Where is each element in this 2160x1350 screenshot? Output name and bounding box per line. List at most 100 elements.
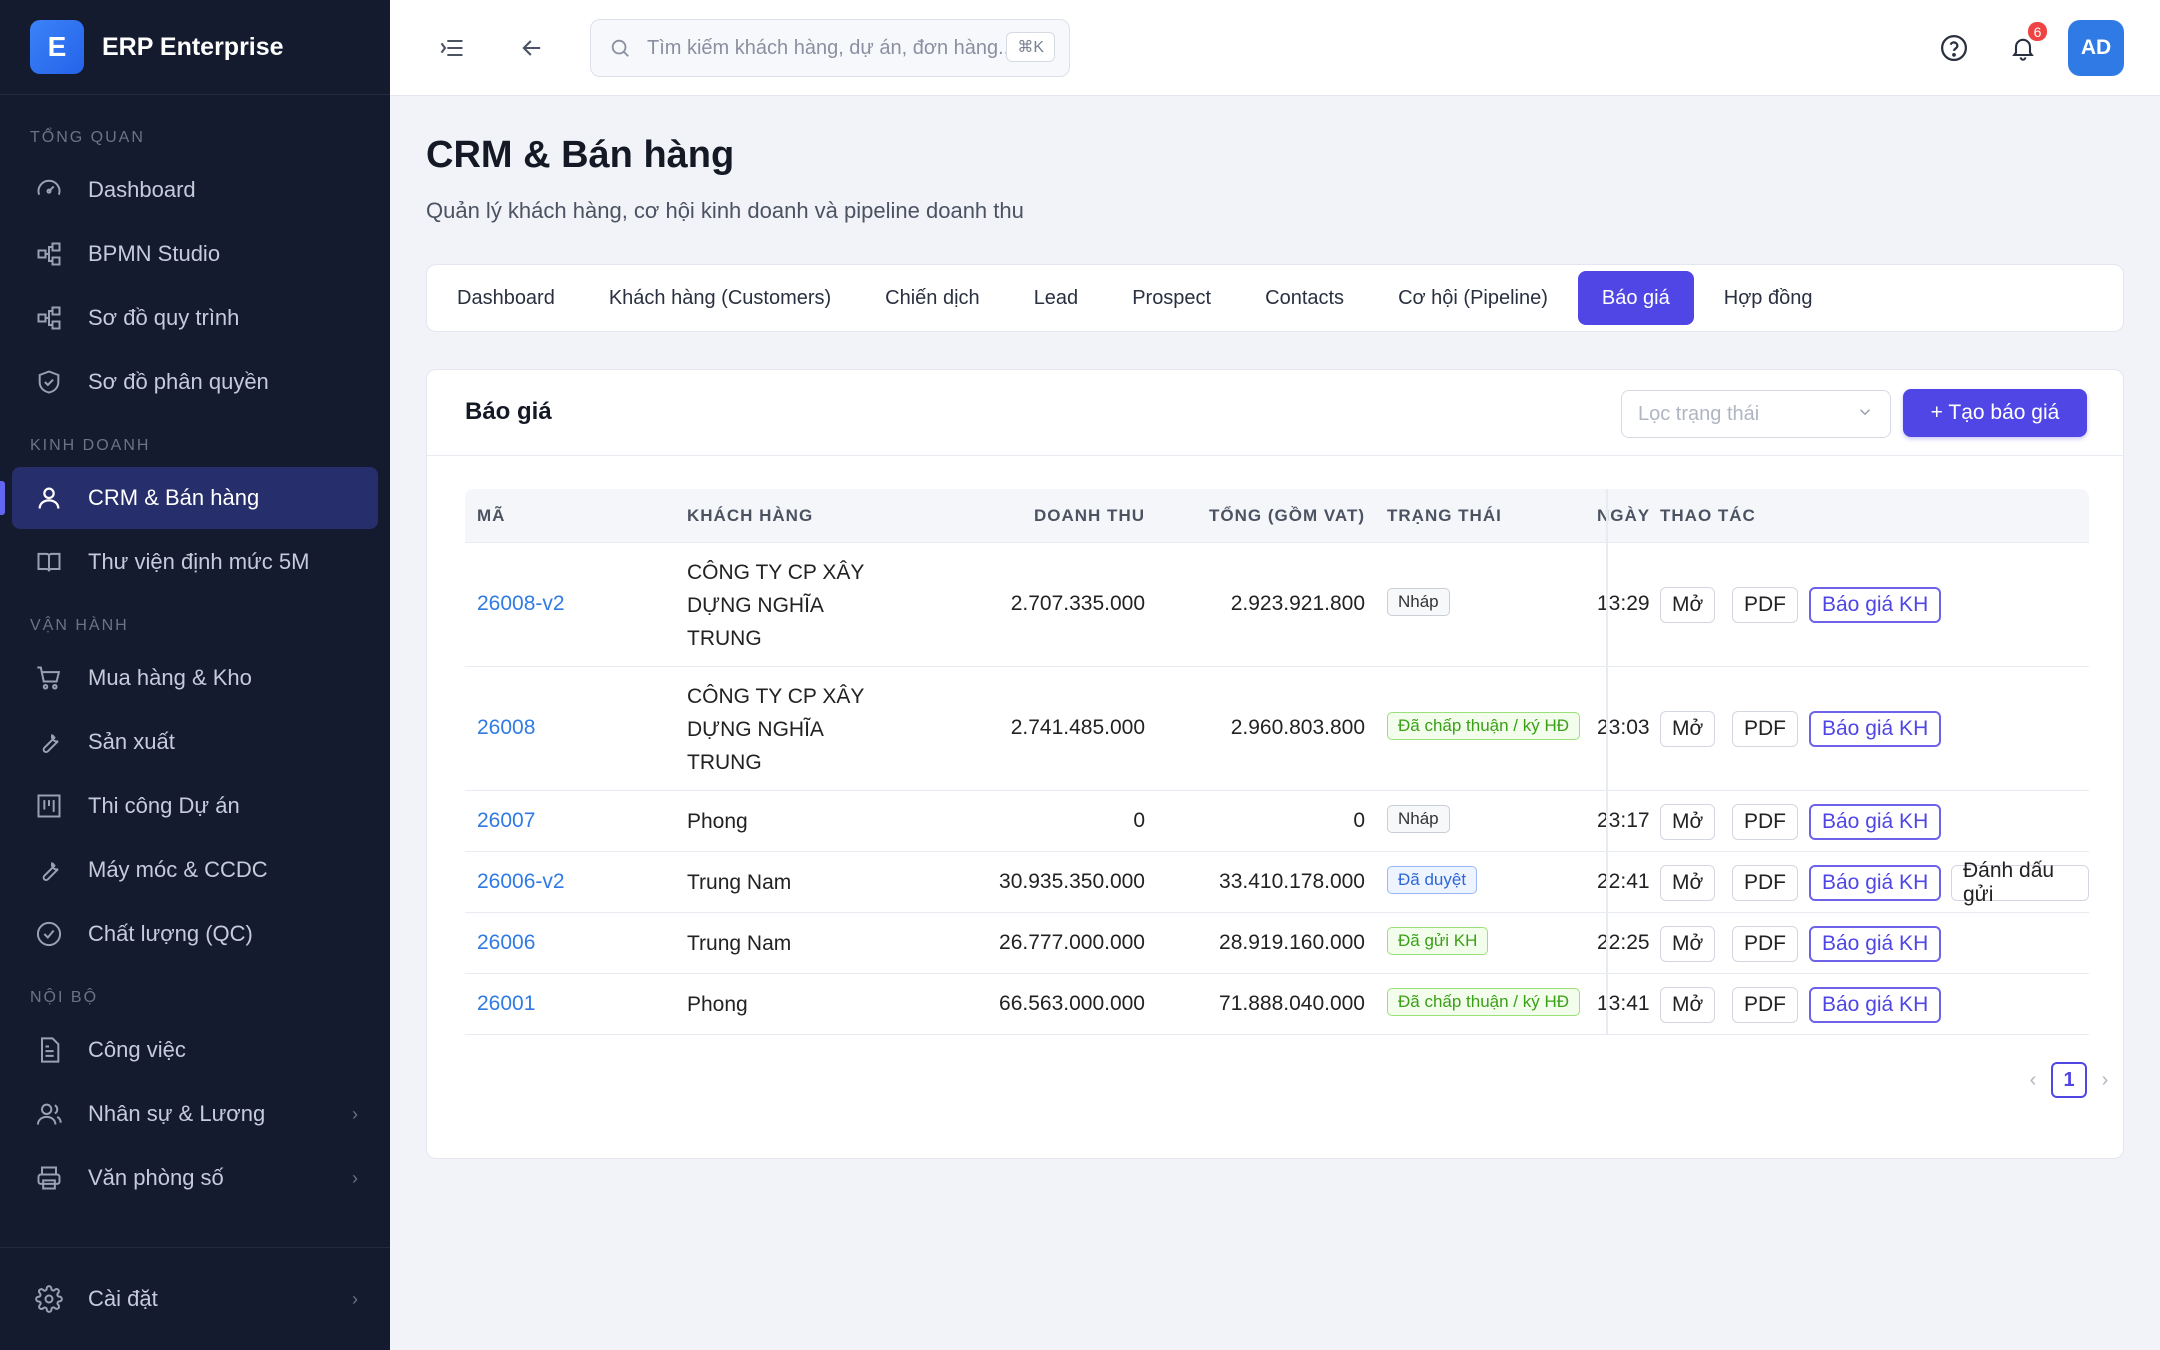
open-button[interactable]: Mở: [1660, 711, 1716, 747]
pdf-button[interactable]: PDF: [1732, 803, 1798, 840]
pdf-button[interactable]: PDF: [1732, 711, 1798, 747]
customer-quote-button[interactable]: Báo giá KH: [1809, 587, 1942, 623]
tab-5[interactable]: Contacts: [1265, 286, 1345, 309]
customer-name: Trung Nam: [687, 871, 792, 894]
page-title: CRM & Bán hàng: [426, 134, 735, 176]
mark-sent-button[interactable]: Đánh dấu gửi: [1951, 859, 2089, 906]
sidebar-item-c-ng-vi-c[interactable]: Công việc: [12, 1019, 378, 1081]
sidebar-item-bpmn-studio[interactable]: BPMN Studio: [12, 223, 378, 285]
shield-icon: [34, 367, 64, 397]
table-body: 26008-v2 CÔNG TY CP XÂY DỰNG NGHĨA TRUNG 2.7…: [465, 543, 2089, 1035]
sidebar-item-label: Máy móc & CCDC: [88, 857, 268, 882]
sidebar-item-s-ph-n-quy-n[interactable]: Sơ đồ phân quyền: [12, 351, 378, 413]
search-box[interactable]: ⌘K: [590, 19, 1070, 77]
table-header: MÃ KHÁCH HÀNG DOANH THU TỔNG (GỒM VAT) T…: [465, 489, 2089, 543]
sidebar-item-settings[interactable]: Cài đặt ›: [12, 1268, 378, 1330]
quote-code-link[interactable]: 26008-v2: [477, 592, 565, 615]
card-header: Báo giá Lọc trạng thái + Tạo báo giá: [427, 370, 2123, 456]
topbar: ⌘K 6 AD: [390, 0, 2160, 96]
sidebar-item-ch-t-l-ng-qc-[interactable]: Chất lượng (QC): [12, 903, 378, 965]
avatar[interactable]: AD: [2068, 20, 2124, 76]
sidebar-item-label: Nhân sự & Lương: [88, 1101, 266, 1126]
pdf-button[interactable]: PDF: [1732, 986, 1798, 1023]
tab-2[interactable]: Chiến dịch: [885, 286, 980, 309]
sidebar-item-s-quy-tr-nh[interactable]: Sơ đồ quy trình: [12, 287, 378, 349]
open-button[interactable]: Mở: [1660, 864, 1716, 901]
sidebar-item-crm-b-n-h-ng[interactable]: CRM & Bán hàng: [0, 467, 378, 529]
prev-page-button[interactable]: ‹: [2029, 1068, 2037, 1091]
sidebar-section-label: VẬN HÀNH: [30, 617, 129, 634]
tab-6[interactable]: Cơ hội (Pipeline): [1398, 286, 1548, 309]
tab-1[interactable]: Khách hàng (Customers): [608, 286, 832, 309]
chevron-down-icon: [1856, 403, 1874, 427]
sidebar-item-mua-h-ng-kho[interactable]: Mua hàng & Kho: [12, 647, 378, 709]
quote-code-link[interactable]: 26007: [477, 808, 536, 832]
sidebar-item-dashboard[interactable]: Dashboard: [12, 159, 378, 221]
back-button[interactable]: [512, 28, 552, 68]
next-page-button[interactable]: ›: [2101, 1068, 2109, 1091]
th-total[interactable]: TỔNG (GỒM VAT): [1209, 506, 1365, 525]
th-revenue[interactable]: DOANH THU: [1034, 506, 1145, 525]
quote-code-link[interactable]: 26006-v2: [477, 869, 565, 893]
customer-quote-button[interactable]: Báo giá KH: [1809, 864, 1942, 901]
th-code[interactable]: MÃ: [477, 506, 506, 525]
th-customer[interactable]: KHÁCH HÀNG: [687, 506, 814, 525]
table-row[interactable]: 26008-v2 CÔNG TY CP XÂY DỰNG NGHĨA TRUNG 2.7…: [465, 543, 2089, 667]
sidebar-item-s-n-xu-t[interactable]: Sản xuất: [12, 711, 378, 773]
pdf-button[interactable]: PDF: [1732, 925, 1798, 962]
open-button[interactable]: Mở: [1660, 803, 1716, 840]
customer-quote-button[interactable]: Báo giá KH: [1809, 986, 1942, 1023]
open-button[interactable]: Mở: [1660, 587, 1716, 623]
sidebar: E ERP Enterprise TỔNG QUAN Dashboard BPMN …: [0, 0, 390, 1350]
customer-quote-button[interactable]: Báo giá KH: [1809, 803, 1942, 840]
tab-7[interactable]: Báo giá: [1577, 271, 1694, 325]
notifications-button[interactable]: 6: [2003, 22, 2047, 68]
search-input[interactable]: [647, 36, 1007, 60]
printer-icon: [34, 1163, 64, 1193]
customer-quote-button[interactable]: Báo giá KH: [1809, 925, 1942, 962]
status-filter-select[interactable]: Lọc trạng thái: [1621, 390, 1891, 438]
menu-toggle-button[interactable]: [432, 28, 472, 68]
quote-code-link[interactable]: 26001: [477, 991, 536, 1015]
sidebar-item-nh-n-s-l-ng[interactable]: Nhân sự & Lương ›: [12, 1083, 378, 1145]
status-badge: Đã duyệt: [1387, 865, 1478, 894]
table-row[interactable]: 26008 CÔNG TY CP XÂY DỰNG NGHĨA TRUNG 2.741.…: [465, 667, 2089, 791]
tab-3[interactable]: Lead: [1033, 286, 1079, 309]
quote-code-link[interactable]: 26006: [477, 930, 536, 954]
open-button[interactable]: Mở: [1660, 925, 1716, 962]
sidebar-item-v-n-ph-ng-s-[interactable]: Văn phòng số ›: [12, 1147, 378, 1209]
page-1-button[interactable]: 1: [2051, 1062, 2087, 1098]
total-value: 71.888.040.000: [1219, 991, 1365, 1015]
date-value: 22:41: [1597, 869, 1649, 893]
customer-name: Trung Nam: [687, 932, 792, 955]
tool-icon: [34, 855, 64, 885]
customer-quote-button[interactable]: Báo giá KH: [1809, 711, 1942, 747]
tab-4[interactable]: Prospect: [1132, 286, 1212, 309]
create-quote-button[interactable]: + Tạo báo giá: [1903, 389, 2087, 437]
quote-code-link[interactable]: 26008: [477, 716, 536, 739]
pdf-button[interactable]: PDF: [1732, 587, 1798, 623]
sidebar-bottom: Cài đặt ›: [0, 1247, 390, 1350]
table-row[interactable]: 26007 Phong 0 0 Nháp 23:17 Mở PDF Báo giá KH: [465, 791, 2089, 852]
table-row[interactable]: 26006 Trung Nam 26.777.000.000 28.919.160.0…: [465, 913, 2089, 974]
help-button[interactable]: [1934, 28, 1974, 68]
module-tabs: Dashboard Khách hàng (Customers) Chiến dịc…: [426, 264, 2124, 332]
open-button[interactable]: Mở: [1660, 986, 1716, 1023]
table-row[interactable]: 26006-v2 Trung Nam 30.935.350.000 33.410.17…: [465, 852, 2089, 913]
table-row[interactable]: 26001 Phong 66.563.000.000 71.888.040.000 Đã…: [465, 974, 2089, 1035]
th-status[interactable]: TRẠNG THÁI: [1387, 506, 1502, 525]
brand[interactable]: E ERP Enterprise: [0, 0, 390, 95]
tab-8[interactable]: Hợp đồng: [1723, 286, 1813, 309]
th-date[interactable]: NGÀY: [1597, 506, 1649, 525]
cart-icon: [34, 663, 64, 693]
column-separator: [1606, 913, 1608, 973]
flow-icon: [34, 303, 64, 333]
search-shortcut: ⌘K: [1006, 32, 1055, 62]
sidebar-item-th-vi-n-nh-m-c-5m[interactable]: Thư viện định mức 5M: [12, 531, 378, 593]
tab-0[interactable]: Dashboard: [457, 286, 555, 309]
sidebar-item-m-y-m-c-ccdc[interactable]: Máy móc & CCDC: [12, 839, 378, 901]
status-badge: Đã gửi KH: [1387, 926, 1489, 955]
sidebar-item-thi-c-ng-d-n[interactable]: Thi công Dự án: [12, 775, 378, 837]
revenue-value: 2.707.335.000: [1010, 592, 1145, 615]
pdf-button[interactable]: PDF: [1732, 864, 1798, 901]
